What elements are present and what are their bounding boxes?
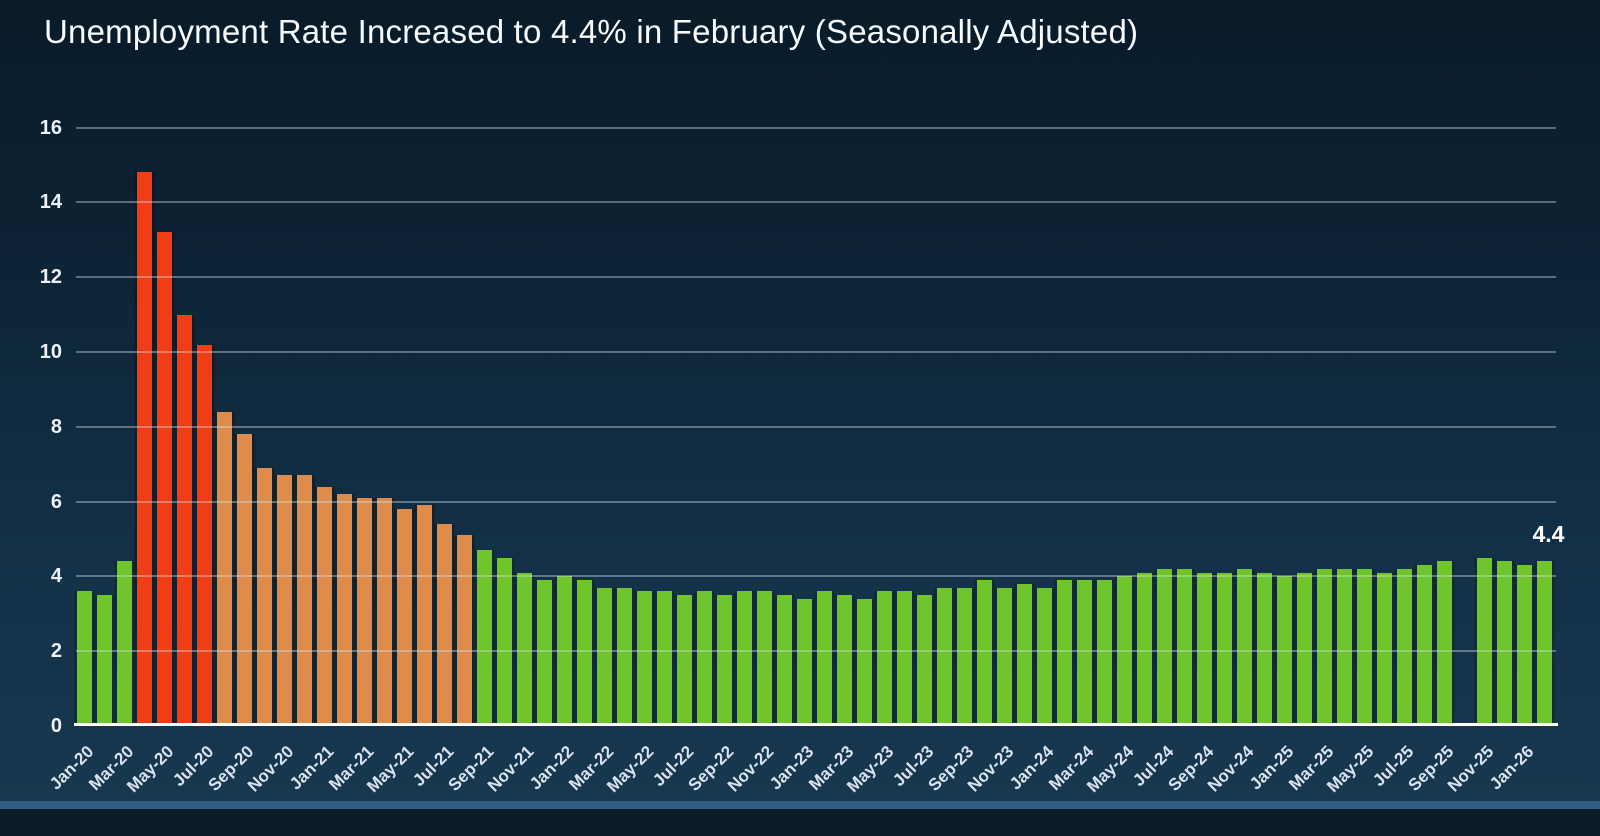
bar-Mar-23 xyxy=(837,595,852,726)
bar-May-25 xyxy=(1357,568,1372,726)
bar-Jan-20 xyxy=(77,591,92,726)
bar-Aug-20 xyxy=(217,411,232,726)
y-tick-12: 12 xyxy=(39,266,62,289)
bar-Nov-21 xyxy=(517,572,532,726)
bar-Jun-22 xyxy=(657,591,672,726)
bar-May-23 xyxy=(877,591,892,726)
bar-Apr-24 xyxy=(1097,580,1112,726)
bar-Oct-23 xyxy=(977,580,992,726)
unemployment-bar-chart: 0 2 4 6 8 10 12 14 16 Jan-20 Mar-20 May-20 Jul-20 Sep… xyxy=(39,116,1556,796)
bar-Aug-21 xyxy=(457,535,472,726)
bar-Oct-22 xyxy=(737,591,752,726)
bar-Apr-20 xyxy=(137,172,152,726)
bar-Apr-22 xyxy=(617,587,632,726)
bar-Jun-21 xyxy=(417,505,432,726)
bar-Nov-20 xyxy=(277,475,292,726)
bar-Dec-20 xyxy=(297,475,312,726)
bar-Nov-25 xyxy=(1477,557,1492,726)
bar-May-22 xyxy=(637,591,652,726)
bar-Oct-21 xyxy=(497,557,512,726)
gridline-12 xyxy=(76,276,1556,279)
chart-title: Unemployment Rate Increased to 4.4% in F… xyxy=(44,13,1139,50)
bar-Feb-23 xyxy=(817,591,832,726)
bar-Jul-23 xyxy=(917,595,932,726)
bar-Mar-21 xyxy=(357,497,372,726)
bar-Sep-20 xyxy=(237,434,252,726)
bar-Jan-22 xyxy=(557,576,572,726)
bar-Aug-24 xyxy=(1177,568,1192,726)
bar-Apr-21 xyxy=(377,497,392,726)
bar-Jan-24 xyxy=(1037,587,1052,726)
bar-Sep-21 xyxy=(477,550,492,726)
bar-Jul-25 xyxy=(1397,568,1412,726)
bar-Feb-26 xyxy=(1537,561,1552,726)
bar-Dec-22 xyxy=(777,595,792,726)
bar-Nov-22 xyxy=(757,591,772,726)
y-tick-4: 4 xyxy=(50,565,62,588)
bar-May-21 xyxy=(397,509,412,726)
bar-Nov-24 xyxy=(1237,568,1252,726)
bar-Jul-22 xyxy=(677,595,692,726)
y-tick-2: 2 xyxy=(50,640,62,663)
gridline-4 xyxy=(76,575,1556,578)
gridline-6 xyxy=(76,500,1556,503)
bar-Sep-24 xyxy=(1197,572,1212,726)
bar-Oct-20 xyxy=(257,467,272,726)
y-tick-16: 16 xyxy=(39,116,62,139)
page-background: Unemployment Rate Increased to 4.4% in F… xyxy=(0,13,1600,809)
bar-Jan-23 xyxy=(797,598,812,726)
bar-Jul-21 xyxy=(437,524,452,726)
bar-Apr-25 xyxy=(1337,568,1352,726)
bar-Mar-24 xyxy=(1077,580,1092,726)
bar-Dec-24 xyxy=(1257,572,1272,726)
gridline-8 xyxy=(76,425,1556,428)
gridline-14 xyxy=(76,201,1556,204)
bar-Sep-23 xyxy=(957,587,972,726)
bar-Apr-23 xyxy=(857,598,872,726)
bar-Jan-25 xyxy=(1277,576,1292,726)
bar-Jul-20 xyxy=(197,344,212,726)
bar-Mar-25 xyxy=(1317,568,1332,726)
y-tick-10: 10 xyxy=(39,341,62,363)
bar-Aug-22 xyxy=(697,591,712,726)
y-tick-8: 8 xyxy=(50,415,62,438)
bar-Nov-23 xyxy=(997,587,1012,726)
bar-Jan-21 xyxy=(317,486,332,726)
y-tick-0: 0 xyxy=(50,715,62,737)
bar-Dec-23 xyxy=(1017,583,1032,726)
bar-Mar-20 xyxy=(117,561,132,726)
bar-Oct-24 xyxy=(1217,572,1232,726)
footer-strip xyxy=(0,801,1600,809)
bar-Aug-23 xyxy=(937,587,952,726)
bar-Jul-24 xyxy=(1157,568,1172,726)
gridline-2 xyxy=(76,650,1556,653)
bar-Aug-25 xyxy=(1417,565,1432,726)
bar-May-20 xyxy=(157,232,172,726)
y-tick-6: 6 xyxy=(50,490,62,513)
bar-Jun-24 xyxy=(1137,572,1152,726)
bar-Feb-22 xyxy=(577,580,592,726)
y-tick-14: 14 xyxy=(39,191,62,214)
bar-Sep-25 xyxy=(1437,561,1452,726)
bar-Jun-25 xyxy=(1377,572,1392,726)
bar-Feb-24 xyxy=(1057,580,1072,726)
bar-Dec-21 xyxy=(537,580,552,726)
bar-Feb-20 xyxy=(97,595,112,726)
gridline-16 xyxy=(76,126,1556,129)
bar-Feb-21 xyxy=(337,494,352,726)
bar-May-24 xyxy=(1117,576,1132,726)
bar-Sep-22 xyxy=(717,595,732,726)
bar-Feb-25 xyxy=(1297,572,1312,726)
bar-Dec-25 xyxy=(1497,561,1512,726)
bar-Jan-26 xyxy=(1517,565,1532,726)
bar-Jun-23 xyxy=(897,591,912,726)
last-value-label: 4.4 xyxy=(1532,521,1565,548)
gridline-10 xyxy=(76,351,1556,353)
bar-Jun-20 xyxy=(177,314,192,726)
bar-Mar-22 xyxy=(597,587,612,726)
x-axis-line xyxy=(74,723,1558,726)
